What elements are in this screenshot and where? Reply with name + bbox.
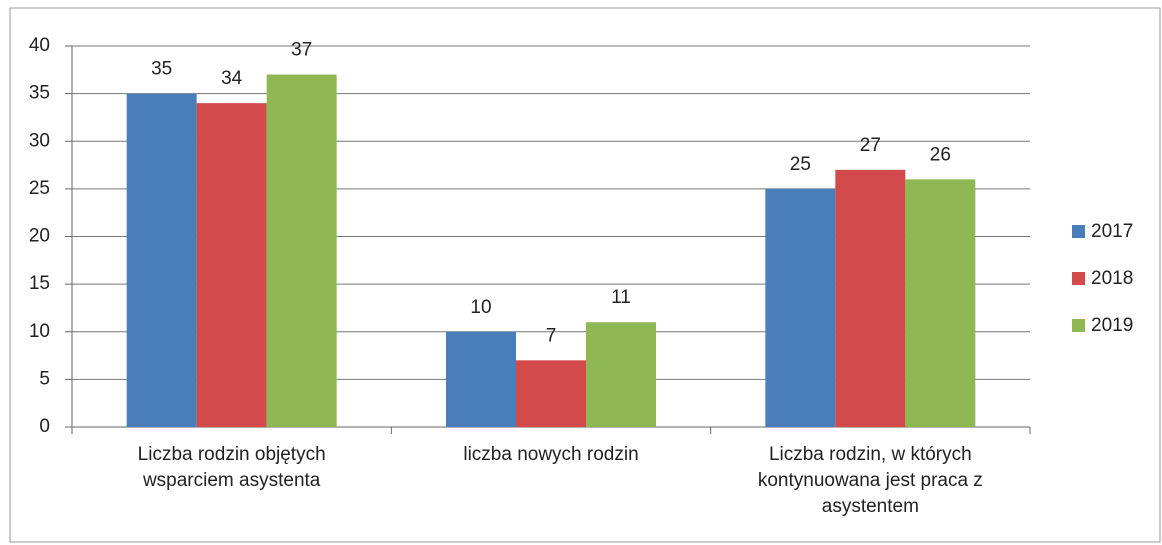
- y-tick-label: 5: [39, 368, 50, 389]
- bar: [905, 179, 976, 427]
- data-label: 7: [546, 325, 557, 346]
- y-tick-label: 40: [29, 35, 50, 56]
- data-label: 27: [860, 135, 881, 156]
- x-tick-label: Liczba rodzin, w których kontynuowana je…: [757, 444, 983, 517]
- legend-label: 2018: [1091, 268, 1133, 289]
- y-tick-label: 20: [29, 226, 50, 247]
- frame: [9, 7, 1161, 543]
- y-tick-label: 10: [29, 321, 50, 342]
- x-tick-label: Liczba rodzin objętych wsparciem asysten…: [137, 444, 326, 491]
- legend-swatch: [1072, 272, 1085, 285]
- y-tick-label: 0: [39, 416, 50, 437]
- data-label: 37: [291, 40, 312, 61]
- bar: [586, 322, 656, 427]
- bar: [765, 188, 836, 427]
- y-tick-label: 35: [29, 83, 50, 104]
- data-label: 34: [221, 68, 243, 89]
- legend-label: 2019: [1091, 315, 1133, 336]
- y-tick-label: 25: [29, 178, 50, 199]
- bar: [835, 169, 906, 427]
- x-tick-label: liczba nowych rodzin: [463, 444, 639, 465]
- bar: [196, 103, 267, 428]
- data-label: 26: [930, 144, 951, 165]
- bar: [266, 74, 337, 427]
- bar: [516, 360, 586, 427]
- y-tick-label: 15: [29, 273, 50, 294]
- data-label: 25: [790, 154, 811, 175]
- bar: [126, 93, 197, 427]
- bar: [446, 331, 516, 427]
- y-tick-label: 30: [29, 130, 50, 151]
- legend-label: 2017: [1091, 221, 1133, 242]
- legend-swatch: [1072, 225, 1085, 238]
- data-label: 10: [470, 297, 491, 318]
- legend-swatch: [1072, 319, 1085, 332]
- data-label: 11: [611, 287, 631, 308]
- data-label: 35: [151, 59, 172, 80]
